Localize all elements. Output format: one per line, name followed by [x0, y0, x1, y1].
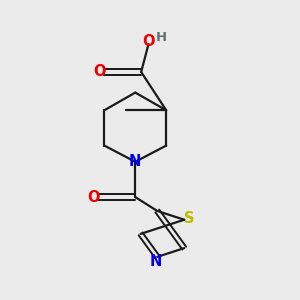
Text: O: O — [93, 64, 105, 80]
Text: O: O — [142, 34, 155, 49]
Text: H: H — [155, 31, 167, 44]
Text: N: N — [150, 254, 162, 269]
Text: N: N — [129, 154, 142, 169]
Text: S: S — [184, 211, 195, 226]
Text: O: O — [87, 190, 99, 205]
